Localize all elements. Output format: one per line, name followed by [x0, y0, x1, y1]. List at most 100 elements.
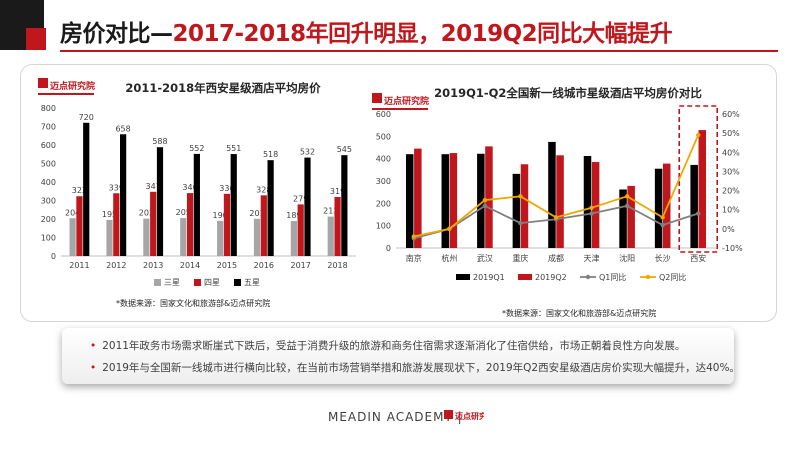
x-tick-label: 2016	[254, 261, 274, 270]
data-label: 195	[102, 210, 117, 219]
bar-五星-2018	[341, 155, 348, 256]
point-Q2同比-武汉	[482, 197, 488, 203]
logo-rule	[38, 93, 94, 95]
bar-三星-2018	[327, 216, 334, 256]
legend-label: 2019Q2	[535, 273, 567, 282]
point-Q2同比-成都	[553, 215, 559, 220]
y-tick-label: 600	[376, 110, 391, 119]
y2-tick-label: 10%	[722, 206, 740, 215]
legend-swatch	[518, 274, 532, 280]
logo-text: 迈点研究院	[50, 80, 95, 92]
x-tick-label: 2018	[327, 261, 347, 270]
bar-四星-2013	[150, 191, 157, 256]
legend-swatch	[456, 274, 470, 280]
data-label: 279	[293, 194, 308, 203]
meadin-logo: 迈点研究院	[38, 78, 95, 95]
bar-2019Q1-沈阳	[619, 189, 627, 248]
point-Q2同比-长沙	[660, 215, 665, 220]
x-tick-label: 2014	[180, 261, 200, 270]
page-title-part1: 房价对比—	[60, 21, 173, 47]
data-label: 532	[300, 148, 315, 157]
bar-三星-2016	[253, 218, 261, 256]
legend-marker	[585, 274, 591, 280]
point-Q1同比-西安	[696, 211, 701, 216]
data-label: 202	[139, 209, 154, 218]
bar-四星-2015	[223, 193, 231, 256]
y-tick-label: 100	[41, 234, 56, 243]
logo-mark	[372, 93, 382, 103]
bar-五星-2013	[156, 147, 164, 256]
bar-2019Q1-西安	[690, 164, 698, 248]
bar-四星-2016	[260, 195, 267, 256]
logo-text: 迈点研究院	[384, 95, 429, 107]
bar-四星-2012	[113, 193, 120, 256]
chart-source: *数据来源：国家文化和旅游部&迈点研究院	[502, 308, 656, 318]
notes-box: • 2011年政务市场需求断崖式下跌后，受益于消费升级的旅游和商务住宿需求逐渐消化…	[62, 328, 740, 384]
bar-四星-2014	[186, 193, 194, 256]
x-tick-label: 2015	[217, 261, 237, 270]
bar-五星-2015	[230, 154, 237, 256]
x-tick-label: 2013	[143, 261, 163, 270]
legend-label: Q2同比	[659, 272, 686, 282]
data-label: 213	[323, 207, 338, 216]
point-Q2同比-杭州	[447, 226, 452, 232]
bullet-dot-icon: •	[90, 362, 97, 374]
y-tick-label: 300	[41, 197, 56, 206]
legend-label: 三星	[164, 278, 180, 287]
bar-五星-2014	[193, 153, 200, 256]
page-title-part2: 2017-2018年回升明显，2019Q2同比大幅提升	[172, 21, 673, 47]
footer-logo-text: 迈点研究院	[455, 411, 484, 421]
chart-xian-hotel-prices: 2011-2018年西安星级酒店平均房价 0 100 200 300 400 500 600 7…	[41, 81, 356, 308]
data-label: 190	[212, 211, 227, 220]
x-tick-label: 沈阳	[619, 253, 635, 263]
bar-2019Q2-南京	[414, 148, 422, 248]
y-tick-label: 0	[386, 244, 391, 253]
x-tick-label: 西安	[690, 253, 706, 263]
y2-tick-label: 20%	[722, 187, 740, 196]
legend-label: Q1同比	[599, 272, 626, 282]
x-tick-label: 武汉	[477, 253, 493, 263]
legend-label: 五星	[244, 278, 260, 287]
y-tick-label: 200	[376, 199, 391, 208]
legend-swatch	[234, 279, 241, 286]
y2-tick-label: 40%	[722, 148, 740, 157]
note-bullet-1: • 2011年政务市场需求断崖式下跌后，受益于消费升级的旅游和商务住宿需求逐渐消化…	[90, 338, 685, 353]
bar-三星-2013	[143, 218, 150, 256]
point-Q2同比-重庆	[518, 194, 523, 199]
y2-tick-label: -10%	[722, 244, 743, 253]
legend-marker	[645, 274, 651, 280]
point-Q1同比-重庆	[518, 220, 523, 226]
data-label: 552	[189, 144, 204, 153]
chart-new-tier1-cities: 2019Q1-Q2全国新一线城市星级酒店平均房价对比 0 100 200 300 400 5…	[376, 86, 743, 318]
footer-logo: 迈点研究院	[444, 410, 484, 421]
y-tick-label: 300	[376, 177, 391, 186]
y2-tick-label: 50%	[722, 129, 740, 138]
data-label: 588	[152, 137, 167, 146]
y-tick-label: 400	[376, 155, 391, 164]
title-underline	[60, 50, 778, 52]
point-Q1同比-天津	[589, 211, 594, 216]
bar-2019Q1-成都	[548, 141, 556, 248]
x-tick-label: 天津	[584, 253, 600, 263]
bar-2019Q1-南京	[405, 154, 414, 248]
logo-rule	[372, 108, 428, 110]
y-tick-label: 200	[41, 215, 56, 224]
data-label: 336	[219, 184, 234, 193]
bar-五星-2017	[304, 157, 311, 256]
bar-四星-2011	[76, 196, 83, 256]
x-tick-label: 2012	[106, 261, 126, 270]
data-label: 204	[65, 208, 80, 217]
x-tick-label: 2011	[69, 261, 89, 270]
y-tick-label: 500	[41, 160, 56, 169]
bar-四星-2018	[334, 196, 341, 256]
data-label: 323	[72, 186, 87, 195]
meadin-logo: 迈点研究院	[372, 93, 429, 110]
bar-2019Q2-西安	[698, 130, 707, 248]
data-label: 347	[146, 182, 161, 191]
data-label: 319	[330, 187, 345, 196]
data-label: 518	[263, 150, 278, 159]
data-label: 339	[109, 183, 124, 192]
note-text-2: 2019年与全国新一线城市进行横向比较，在当前市场营销举措和旅游发展现状下，20…	[102, 362, 740, 374]
data-label: 201	[249, 209, 264, 218]
bar-2019Q1-杭州	[441, 154, 450, 248]
